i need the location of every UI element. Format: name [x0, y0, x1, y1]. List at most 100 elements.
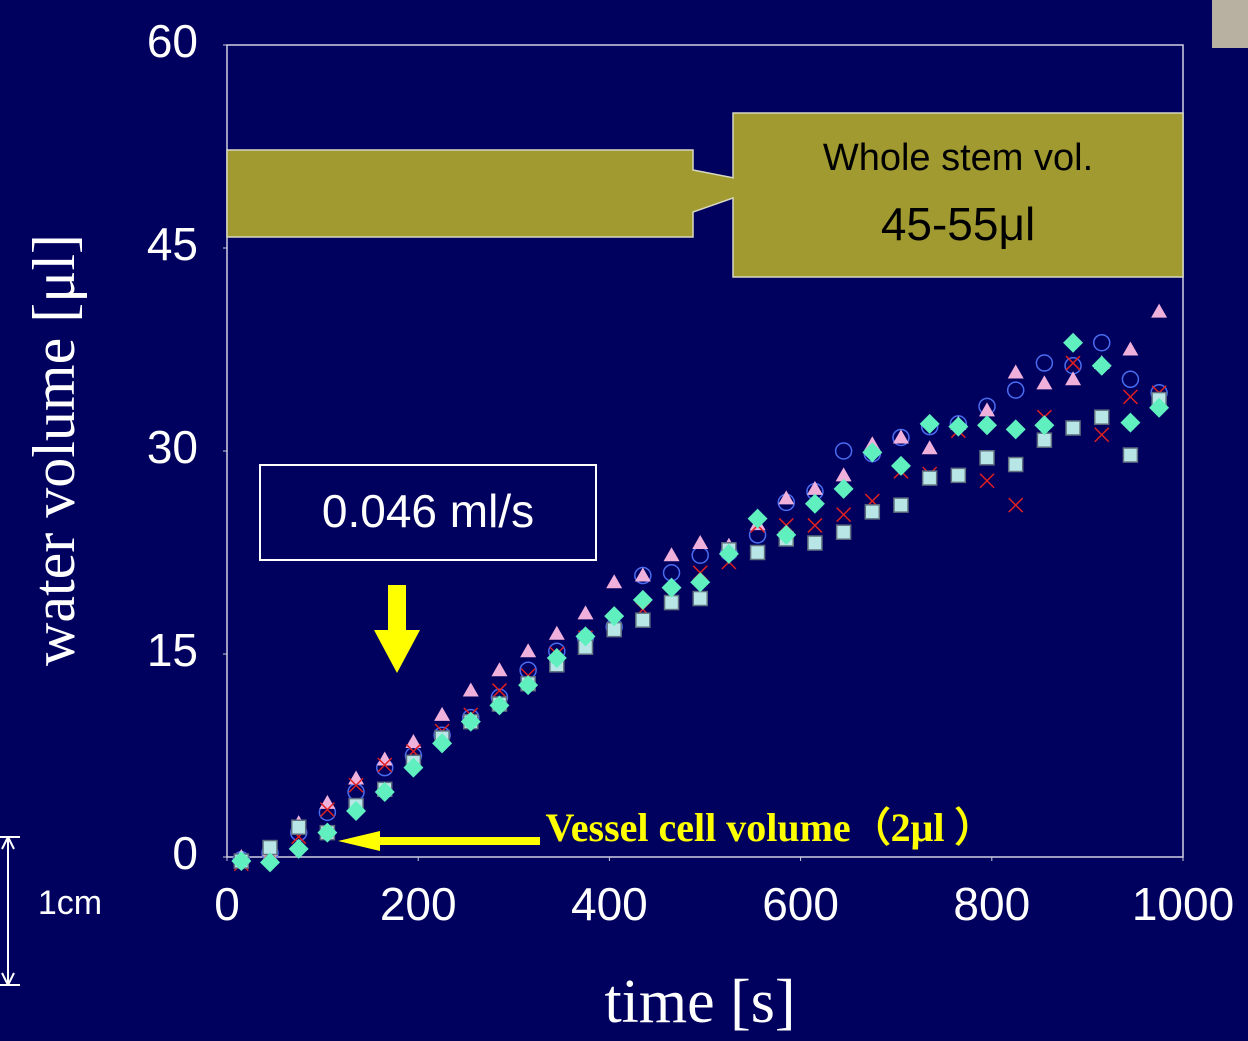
point: [892, 429, 909, 444]
point: [1036, 375, 1053, 390]
callout-join: [694, 172, 770, 210]
point: [1065, 420, 1081, 436]
point: [749, 544, 766, 561]
scale-label: 1cm: [38, 884, 102, 922]
point: [575, 626, 596, 647]
point: [950, 467, 967, 484]
point: [864, 504, 881, 520]
y-tick-label: 15: [147, 624, 198, 676]
stem-callout: [226, 149, 773, 238]
point: [919, 413, 940, 434]
point: [491, 662, 508, 677]
point: [319, 802, 335, 818]
marks: [231, 303, 1170, 873]
scale-bar: [0, 836, 20, 986]
point: [979, 450, 995, 466]
point: [1035, 354, 1054, 372]
point: [374, 782, 395, 803]
point: [635, 612, 651, 628]
point: [489, 695, 510, 716]
point: [405, 733, 422, 748]
point: [518, 675, 539, 696]
point: [1121, 370, 1140, 389]
point: [663, 547, 680, 562]
point: [606, 574, 623, 589]
point: [921, 470, 938, 486]
point: [833, 478, 854, 499]
point: [1007, 456, 1024, 473]
point: [1092, 333, 1111, 352]
point: [1063, 332, 1084, 353]
point: [1007, 364, 1024, 379]
point: [834, 442, 853, 460]
point: [1006, 381, 1025, 399]
point: [979, 473, 995, 489]
point: [661, 577, 682, 598]
point: [290, 819, 307, 835]
y-tick-label: 45: [147, 218, 198, 270]
point: [1093, 409, 1110, 425]
point: [835, 467, 852, 482]
point: [432, 733, 453, 754]
point: [491, 683, 507, 699]
rate-label: 0.046 ml/s: [322, 485, 534, 537]
point: [260, 852, 281, 873]
point: [890, 455, 911, 476]
point: [634, 567, 651, 582]
point: [1091, 355, 1112, 376]
x-tick-label: 600: [762, 878, 839, 930]
point: [977, 415, 998, 436]
point: [835, 524, 852, 540]
vessel-arrow: [338, 831, 540, 851]
stem-range: 45-55μl: [881, 198, 1035, 250]
point: [1034, 415, 1055, 436]
point: [806, 480, 823, 495]
point: [979, 402, 996, 417]
x-tick-label: 400: [571, 878, 648, 930]
point: [604, 606, 625, 627]
point: [546, 648, 567, 669]
point: [778, 490, 795, 505]
stem-label: Whole stem vol.: [823, 137, 1093, 179]
point: [692, 535, 709, 550]
stem-box: [732, 112, 1184, 278]
point: [776, 524, 797, 545]
point: [520, 643, 537, 658]
point: [1151, 303, 1168, 318]
point: [288, 838, 309, 859]
rate-arrow: [374, 585, 420, 673]
point: [1065, 355, 1081, 371]
point: [577, 605, 594, 620]
point: [348, 777, 364, 793]
y-tick-label: 30: [147, 421, 198, 473]
point: [921, 440, 938, 455]
point: [1005, 419, 1026, 440]
point: [862, 442, 883, 463]
x-axis-label: time [s]: [604, 968, 795, 1036]
point: [1122, 447, 1139, 463]
point: [231, 851, 252, 872]
point: [632, 589, 653, 610]
y-tick-label: 60: [147, 15, 198, 67]
vessel-label: Vessel cell volume（2μl ）: [546, 805, 995, 850]
rate-box: [259, 464, 597, 561]
point: [460, 711, 481, 732]
point: [836, 507, 852, 523]
point: [462, 682, 479, 697]
point: [804, 493, 825, 514]
point: [718, 543, 739, 564]
point: [1122, 389, 1138, 405]
point: [376, 751, 393, 766]
point: [346, 800, 367, 821]
point: [690, 572, 711, 593]
point: [317, 822, 338, 843]
point: [548, 625, 565, 640]
x-tick-label: 0: [214, 878, 240, 930]
point: [1008, 497, 1024, 513]
x-tick-label: 800: [953, 878, 1030, 930]
point: [1149, 397, 1170, 418]
corner-photo: [1212, 0, 1248, 48]
point: [948, 416, 969, 437]
